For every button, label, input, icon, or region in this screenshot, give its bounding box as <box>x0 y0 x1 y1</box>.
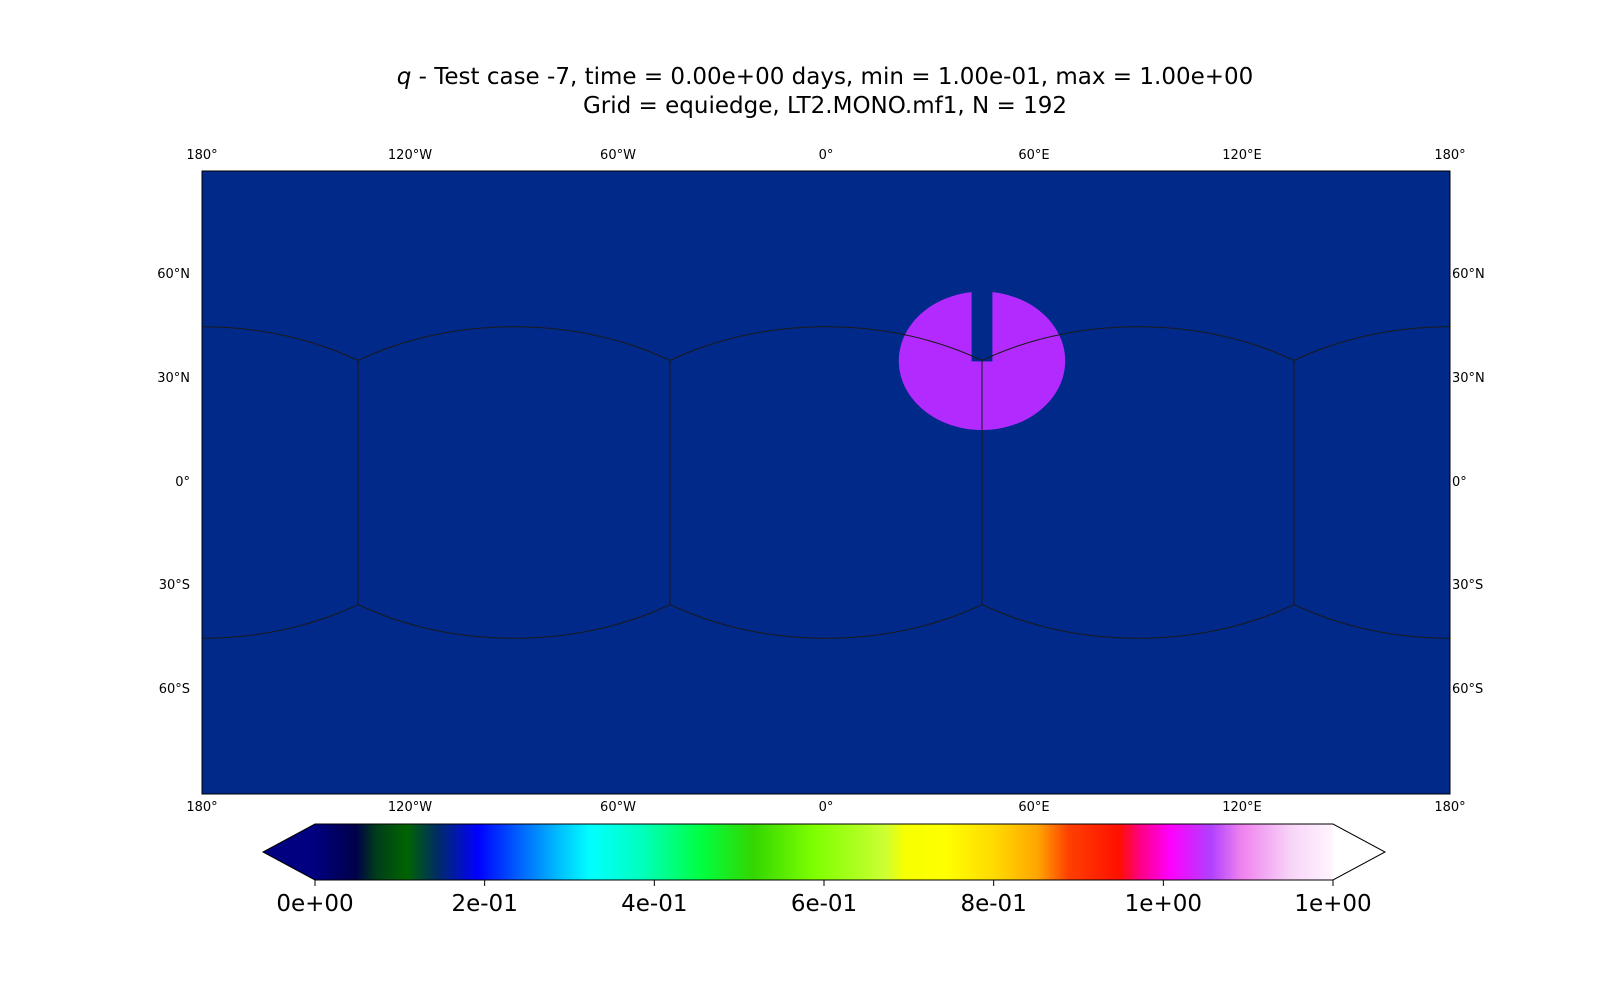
title-line-1-text: - Test case -7, time = 0.00e+00 days, mi… <box>411 64 1254 90</box>
lat-tick-label-right: 0° <box>1452 474 1467 490</box>
cube-face-south-edge <box>202 603 1450 639</box>
cube-face-north-edge <box>202 326 1450 362</box>
lon-tick-label-bottom: 180° <box>1434 800 1466 815</box>
map-frame <box>201 170 1451 795</box>
lat-tick-label-left: 60°N <box>157 266 190 282</box>
lon-tick-label-bottom: 0° <box>818 800 834 815</box>
title-variable: q <box>396 64 412 90</box>
lon-tick-label-top: 0° <box>818 148 834 163</box>
lat-tick-label-right: 60°N <box>1452 266 1485 282</box>
colorbar-gradient <box>315 824 1333 880</box>
lon-tick-label-top: 180° <box>1434 148 1466 163</box>
colorbar-tick-label: 4e-01 <box>621 891 688 917</box>
lat-tick-label-left: 30°S <box>158 578 190 594</box>
colorbar-under-extension <box>263 824 315 880</box>
colorbar-tick-label: 8e-01 <box>960 891 1027 917</box>
colorbar-tick-label: 0e+00 <box>276 891 354 917</box>
lat-tick-label-left: 0° <box>175 474 190 490</box>
lon-tick-label-bottom: 60°W <box>600 800 636 815</box>
lat-tick-label-left: 60°S <box>158 682 190 698</box>
colorbar-tick-label: 6e-01 <box>790 891 858 917</box>
colorbar-tick-label: 1e+00 <box>1124 891 1202 917</box>
plot-title: q - Test case -7, time = 0.00e+00 days, … <box>0 63 1600 92</box>
lon-tick-label-bottom: 60°E <box>1018 800 1050 815</box>
plot-subtitle: Grid = equiedge, LT2.MONO.mf1, N = 192 <box>582 93 1068 119</box>
map-background <box>202 171 1450 794</box>
colorbar-tick-label: 1e+00 <box>1294 891 1372 917</box>
lat-tick-label-left: 30°N <box>157 370 190 386</box>
colorbar-over-extension <box>1333 824 1385 880</box>
lat-tick-label-right: 30°N <box>1452 370 1485 386</box>
lon-tick-label-top: 180° <box>186 148 218 163</box>
lon-tick-label-bottom: 120°W <box>387 800 433 815</box>
lon-tick-label-bottom: 180° <box>186 800 218 815</box>
colorbar-tick-label: 2e-01 <box>451 891 518 917</box>
lon-tick-label-bottom: 120°E <box>1222 800 1262 815</box>
colorbar <box>261 823 1387 886</box>
lon-tick-label-top: 60°E <box>1018 148 1050 163</box>
lat-tick-label-right: 60°S <box>1452 682 1484 698</box>
lat-tick-label-right: 30°S <box>1452 578 1484 594</box>
lon-tick-label-top: 60°W <box>600 148 636 163</box>
slotted-cylinder-feature <box>898 292 1066 431</box>
lon-tick-label-top: 120°W <box>387 148 433 163</box>
lon-tick-label-top: 120°E <box>1222 148 1262 163</box>
